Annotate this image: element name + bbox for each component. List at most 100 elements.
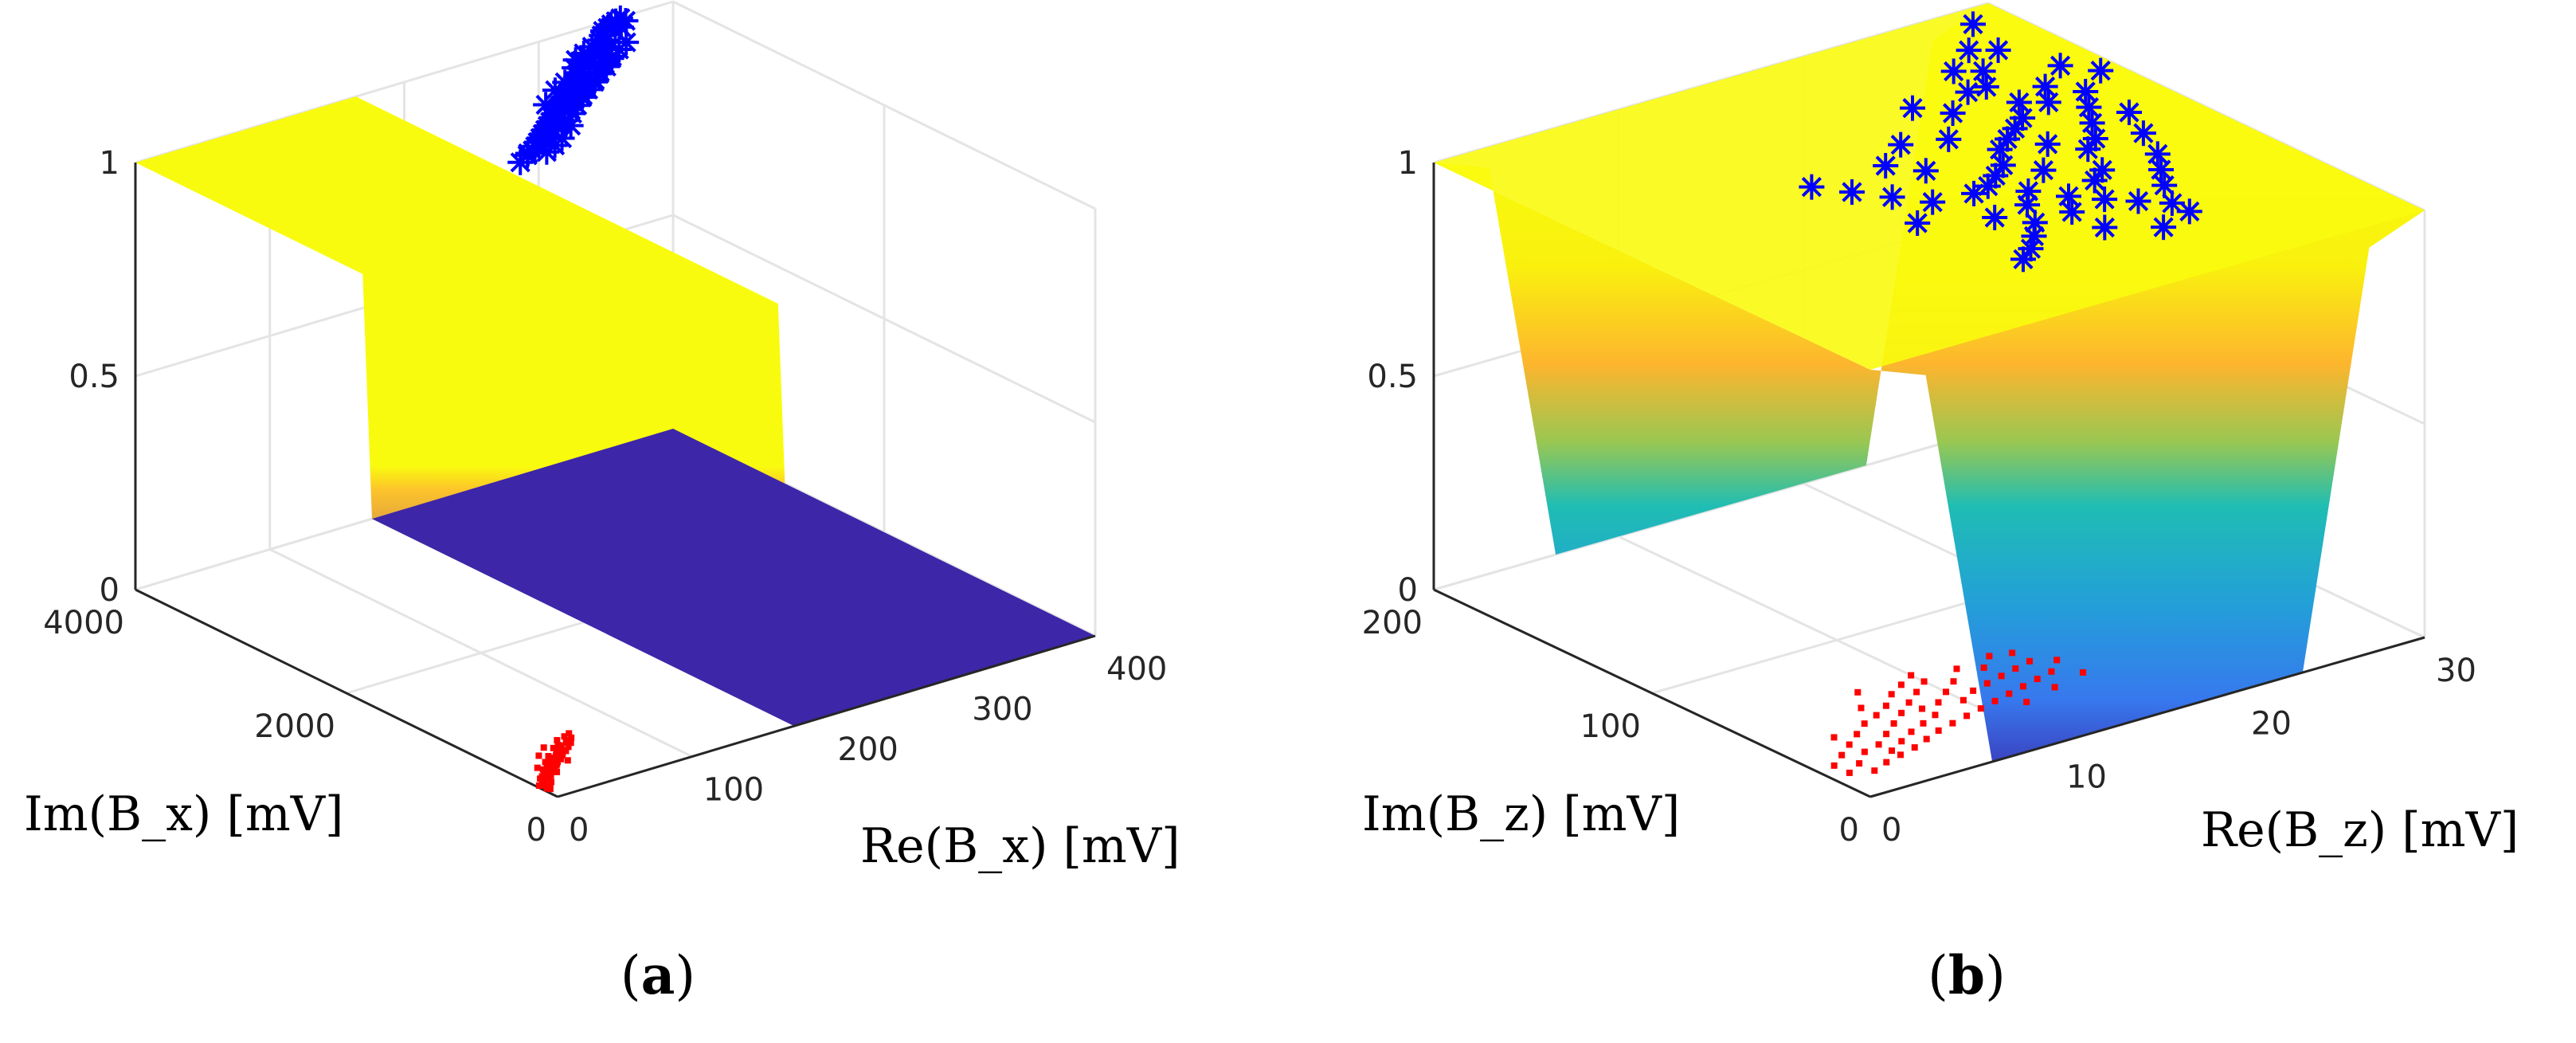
marker-dot-6 [1949, 720, 1956, 727]
marker-dot-43 [549, 768, 556, 775]
marker-dot-29 [1920, 720, 1927, 727]
marker-dot-26 [542, 759, 549, 766]
marker-dot-15 [1883, 731, 1890, 738]
marker-dot-28 [1935, 699, 1942, 706]
marker-dot-26 [2012, 665, 2019, 672]
marker-star-40 [1912, 158, 1939, 184]
marker-dot-3 [1911, 744, 1918, 751]
surface-b [1434, 3, 2425, 762]
marker-dot-58 [1854, 688, 1862, 696]
marker-star-62 [533, 92, 559, 118]
marker-dot-4 [1923, 735, 1930, 743]
marker-star-58 [537, 124, 563, 150]
marker-star-52 [2144, 141, 2171, 167]
marker-star-4 [1973, 74, 1999, 100]
marker-star-57 [2092, 214, 2118, 241]
marker-star-3 [1970, 58, 1996, 84]
ylabel-b: Im(B_z) [mV] [1362, 786, 1680, 842]
marker-dot-18 [1905, 699, 1912, 706]
marker-star-32 [2073, 79, 2099, 104]
marker-dot-47 [1970, 687, 1977, 694]
marker-star-42 [1940, 100, 1966, 126]
marker-dot-21 [1861, 748, 1868, 755]
marker-star-6 [2035, 89, 2061, 116]
marker-dot-21 [537, 775, 544, 782]
marker-dot-0 [535, 782, 542, 789]
marker-dot-55 [1953, 665, 1960, 672]
marker-dot-53 [567, 739, 574, 747]
marker-dot-48 [1998, 672, 2005, 680]
marker-dot-27 [1950, 678, 1957, 685]
marker-dot-2 [1897, 751, 1904, 759]
marker-dot-57 [1830, 762, 1838, 769]
marker-dot-46 [1897, 681, 1905, 688]
marker-star-49 [2088, 57, 2114, 84]
marker-dot-43 [1838, 751, 1846, 759]
marker-star-37 [1920, 189, 1946, 215]
gridline-z-side-2 [672, 0, 1096, 210]
marker-dot-33 [565, 743, 572, 751]
y-tick-label-2: 200 [1362, 605, 1423, 641]
z-tick-label-1: 0.5 [1367, 359, 1418, 395]
marker-dot-49 [559, 750, 566, 757]
marker-dot-37 [1873, 712, 1880, 719]
panel-a: 0 100 200 300 400 0 2000 4000 0 0.5 1 Im(B_x) [mV]… [24, 0, 1180, 1006]
marker-dot-54 [1943, 688, 1949, 696]
marker-dot-52 [1858, 704, 1865, 712]
marker-dot-52 [554, 737, 561, 744]
marker-dot-28 [545, 753, 552, 760]
series-a [507, 5, 640, 793]
marker-star-16 [1961, 180, 1987, 206]
marker-dot-51 [554, 741, 562, 748]
surface-plateau-low [372, 429, 1095, 727]
axes-a [134, 163, 1096, 798]
marker-dot-14 [1875, 741, 1882, 748]
marker-star-25 [2018, 236, 2044, 262]
marker-star-34 [2081, 167, 2108, 194]
y-tick-label-2: 4000 [43, 605, 124, 641]
marker-dot-24 [539, 766, 546, 773]
xlabel-b: Re(B_z) [mV] [2201, 802, 2519, 858]
marker-dot-35 [1856, 760, 1863, 767]
marker-dot-40 [2023, 699, 2030, 705]
marker-star-26 [2010, 246, 2036, 273]
xlabel-a: Re(B_x) [mV] [860, 818, 1180, 874]
marker-star-44 [1940, 58, 1967, 84]
marker-star-33 [2075, 136, 2101, 163]
marker-dot-30 [1898, 738, 1905, 745]
marker-dot-25 [1983, 680, 1991, 687]
marker-star-20 [2125, 188, 2151, 214]
marker-dot-29 [558, 755, 565, 763]
marker-dot-22 [1908, 728, 1915, 735]
surface-a [135, 96, 1095, 727]
z-tick-label-2: 1 [1398, 145, 1418, 182]
z-tick-label-2: 1 [100, 145, 119, 182]
marker-star-5 [2032, 73, 2058, 100]
y-axis-line [135, 588, 558, 798]
marker-dot-10 [2006, 690, 2013, 697]
marker-dot-39 [1908, 672, 1915, 679]
marker-dot-16 [1890, 720, 1897, 727]
marker-dot-44 [1861, 720, 1868, 727]
marker-star-22 [2014, 192, 2041, 218]
marker-dot-48 [564, 757, 571, 764]
series-b [1799, 11, 2202, 776]
marker-star-45 [1900, 95, 1925, 121]
y-tick-label-1: 100 [1580, 708, 1641, 745]
marker-dot-37 [568, 734, 575, 741]
z-tick-label-0: 0 [100, 572, 119, 609]
marker-dot-17 [1898, 709, 1905, 716]
marker-dot-58 [535, 752, 542, 759]
marker-dot-8 [1977, 705, 1984, 712]
marker-dot-19 [558, 742, 565, 749]
x-tick-label-3: 300 [972, 692, 1032, 728]
marker-dot-32 [1980, 664, 1987, 671]
marker-star-46 [1888, 131, 1914, 158]
marker-dot-49 [2026, 657, 2034, 665]
marker-star-50 [2116, 100, 2142, 125]
marker-dot-9 [1991, 697, 1999, 704]
marker-star-18 [2056, 183, 2081, 210]
marker-dot-45 [553, 762, 560, 769]
